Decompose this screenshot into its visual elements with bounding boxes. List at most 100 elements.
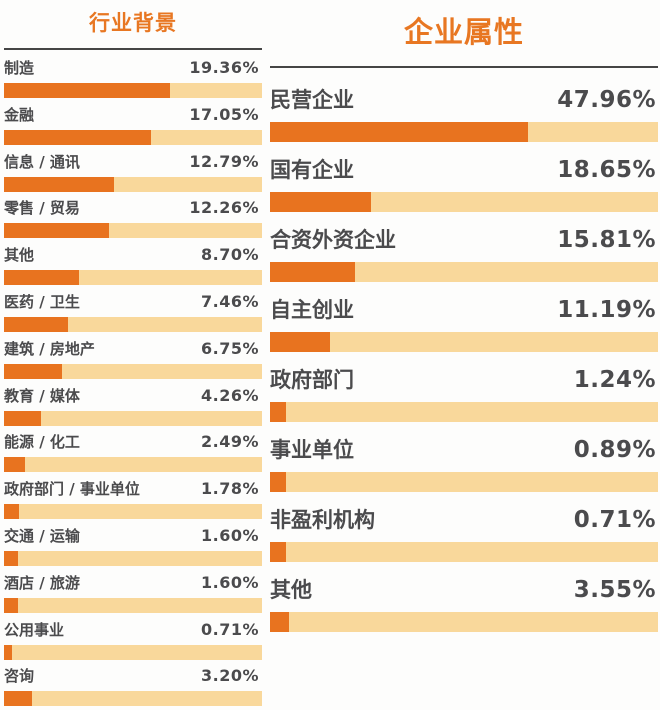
bar-fill [4,363,63,379]
value-label: 15.81% [557,227,656,253]
bar-track [270,542,658,562]
bar-track [4,691,262,707]
value-label: 1.60% [200,525,259,545]
value-label: 12.26% [189,198,259,218]
bar-fill [4,176,114,192]
bar-fill [270,402,286,422]
category-label: 其他 [270,578,312,602]
category-label: 合资外资企业 [270,228,396,252]
title-underline [4,48,262,50]
value-label: 47.96% [557,87,656,113]
value-label: 3.20% [200,666,259,686]
bar-row: 自主创业 11.19% [270,295,658,365]
bar-track [4,410,262,426]
value-label: 0.71% [200,619,259,639]
bar-track [4,176,262,192]
category-label: 其他 [4,246,35,265]
bar-track [270,122,658,142]
bar-fill [270,122,529,142]
bar-track [4,457,262,473]
industry-rows: 制造 19.36% 金融 17.05% 信息 / 通讯 12.79% 零售 / 贸易 1… [4,57,262,712]
bar-row: 公用事业 0.71% [4,619,262,666]
category-label: 国有企业 [270,158,354,182]
bar-row: 事业单位 0.89% [270,435,658,505]
category-label: 能源 / 化工 [4,433,80,452]
bar-fill [270,262,356,282]
category-label: 酒店 / 旅游 [4,573,80,592]
value-label: 18.65% [557,157,656,183]
bar-fill [4,129,151,145]
bar-row: 零售 / 贸易 12.26% [4,197,262,244]
bar-row: 制造 19.36% [4,57,262,104]
category-label: 制造 [4,59,35,77]
chart-title-enterprise: 企业属性 [403,15,524,49]
chart-title-industry: 行业背景 [89,11,177,35]
bar-fill [270,612,290,632]
bar-row: 咨询 3.20% [4,665,262,712]
title-underline [270,66,658,68]
category-label: 金融 [4,105,35,124]
value-label: 2.49% [200,432,259,452]
bar-track [4,270,262,286]
value-label: 4.26% [200,385,259,405]
bar-track [4,316,262,332]
bar-track [4,223,262,239]
bar-row: 民营企业 47.96% [270,85,658,155]
bar-fill [4,223,110,239]
bar-row: 酒店 / 旅游 1.60% [4,572,262,619]
bar-track [4,83,262,98]
category-label: 零售 / 贸易 [4,199,80,218]
bar-track [270,262,658,282]
category-label: 医药 / 卫生 [4,292,80,311]
industry-background-chart: 行业背景 制造 19.36% 金融 17.05% 信息 / 通讯 12.79% 零售 … [2,0,264,710]
bar-row: 其他 3.55% [270,575,658,645]
bar-row: 政府部门 1.24% [270,365,658,435]
bar-row: 其他 8.70% [4,244,262,291]
bar-fill [4,270,79,286]
bar-track [4,597,262,613]
bar-track [270,472,658,492]
bar-row: 交通 / 运输 1.60% [4,525,262,572]
bar-row: 信息 / 通讯 12.79% [4,151,262,198]
bar-row: 能源 / 化工 2.49% [4,431,262,478]
bar-track [4,363,262,379]
bar-fill [4,457,26,473]
value-label: 1.78% [200,479,259,499]
value-label: 19.36% [189,58,259,77]
category-label: 咨询 [4,667,35,686]
category-label: 自主创业 [270,298,354,322]
value-label: 0.89% [573,437,656,463]
value-label: 8.70% [200,245,259,265]
bar-fill [270,542,286,562]
enterprise-rows: 民营企业 47.96% 国有企业 18.65% 合资外资企业 15.81% 自主创业 1… [270,85,658,645]
value-label: 17.05% [189,104,259,124]
bar-row: 教育 / 媒体 4.26% [4,385,262,432]
category-label: 信息 / 通讯 [4,152,80,171]
category-label: 政府部门 / 事业单位 [4,480,140,499]
bar-fill [4,410,41,426]
category-label: 交通 / 运输 [4,526,80,545]
bar-fill [4,597,18,613]
bar-row: 建筑 / 房地产 6.75% [4,338,262,385]
bar-row: 非盈利机构 0.71% [270,505,658,575]
bar-track [270,612,658,632]
bar-track [4,504,262,520]
bar-fill [4,644,12,660]
value-label: 6.75% [200,338,259,358]
bar-fill [4,550,18,566]
value-label: 11.19% [557,297,656,323]
bar-track [4,644,262,660]
bar-fill [4,504,20,520]
value-label: 1.24% [573,367,656,393]
value-label: 3.55% [573,577,656,603]
bar-fill [270,472,286,492]
value-label: 0.71% [573,507,656,533]
bar-fill [4,316,69,332]
bar-row: 政府部门 / 事业单位 1.78% [4,478,262,525]
bar-track [4,129,262,145]
value-label: 12.79% [189,151,259,171]
bar-track [4,550,262,566]
category-label: 政府部门 [270,368,354,392]
value-label: 1.60% [200,572,259,592]
bar-track [270,192,658,212]
